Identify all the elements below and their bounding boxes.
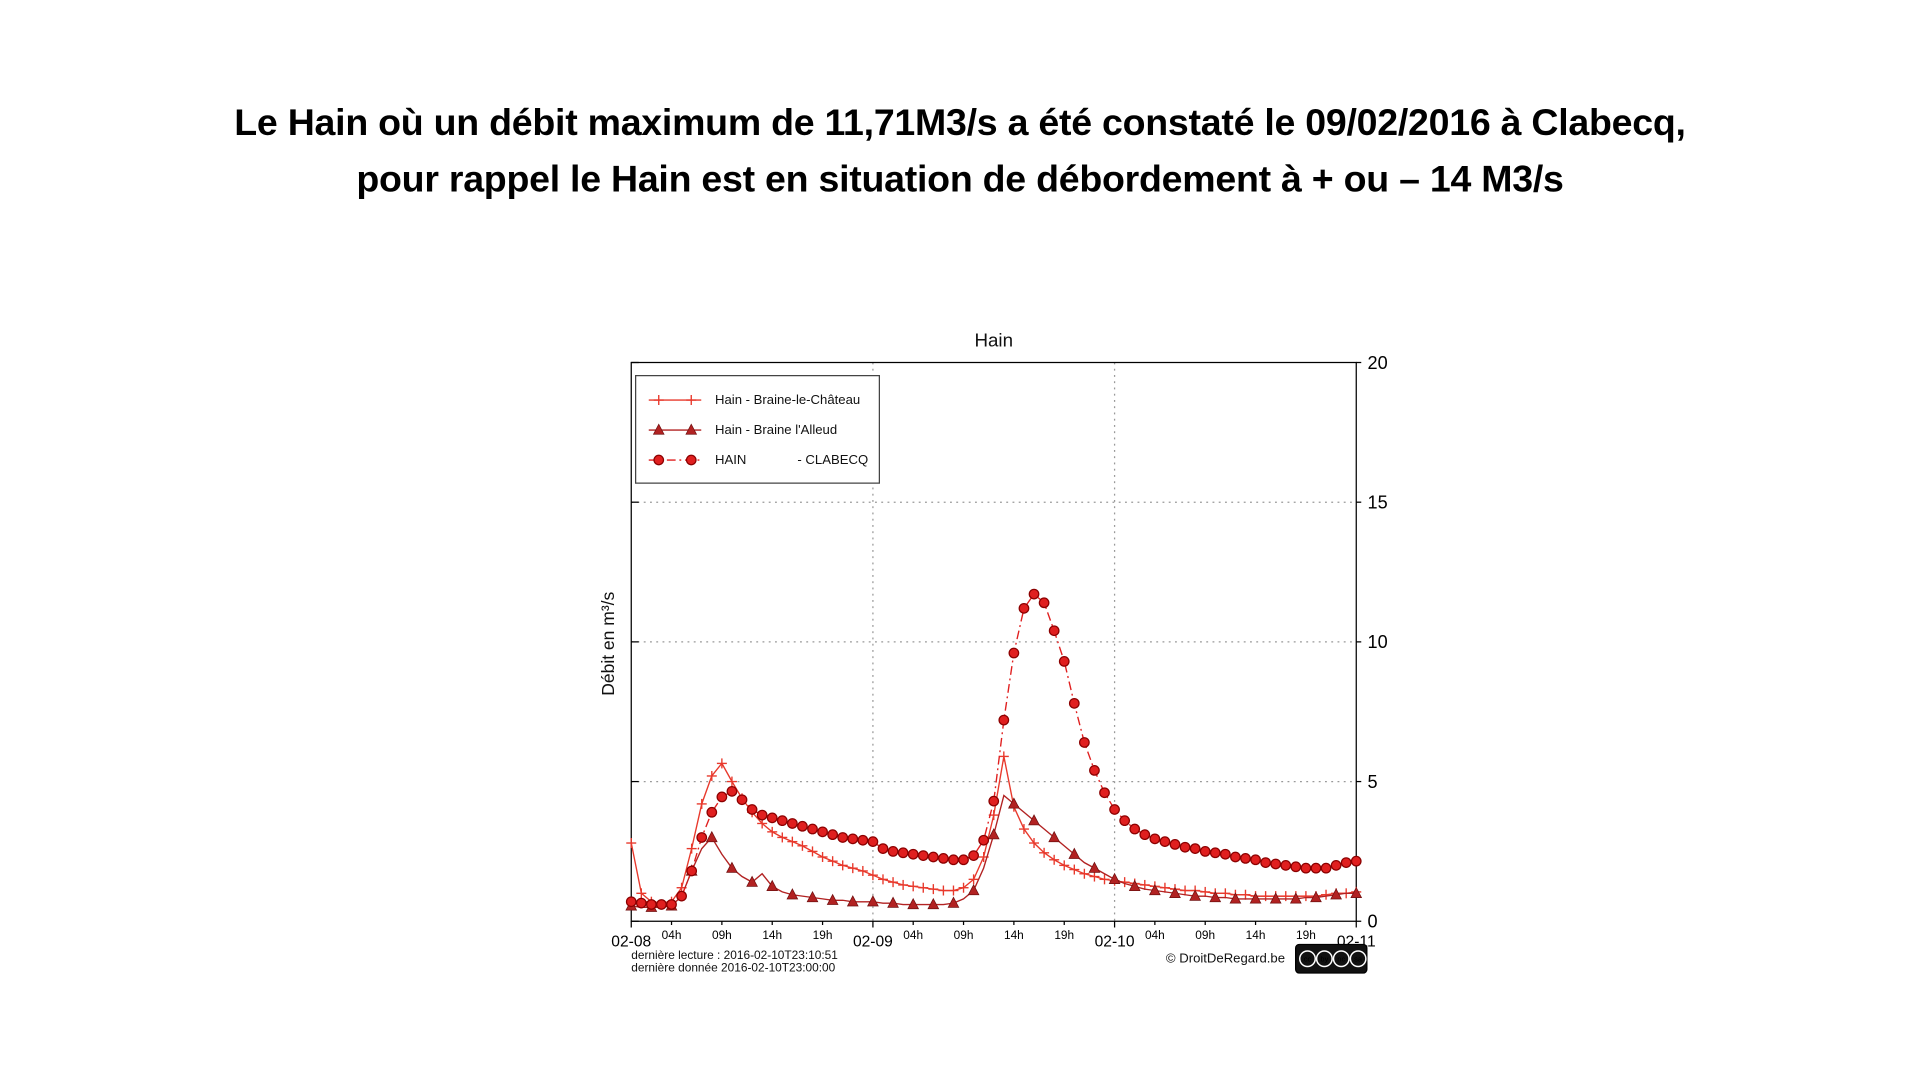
cc-letter: nc bbox=[1337, 955, 1345, 964]
svg-text:02-10: 02-10 bbox=[1095, 933, 1135, 950]
cc-by-icon bbox=[1315, 950, 1333, 968]
legend-label: HAIN - CLABECQ bbox=[715, 452, 869, 468]
svg-text:04h: 04h bbox=[1145, 928, 1165, 942]
footnote-derniere-lecture: dernière lecture : 2016-02-10T23:10:51 bbox=[631, 948, 838, 963]
legend-marker-plus-sample bbox=[648, 395, 702, 405]
legend-marker-triangle-sample bbox=[648, 423, 702, 435]
svg-text:10: 10 bbox=[1368, 632, 1388, 652]
svg-text:09h: 09h bbox=[712, 928, 732, 942]
legend-label: Hain - Braine-le-Château bbox=[715, 392, 861, 408]
svg-text:14h: 14h bbox=[762, 928, 782, 942]
svg-text:0: 0 bbox=[1368, 912, 1378, 932]
plot-svg: 0 5 10 15 20 04h 09h 14h 19h 04h 09h 14h 19h 04h 09h 14… bbox=[611, 353, 1388, 951]
chart-legend: Hain - Braine-le-Château Hain - Braine l… bbox=[635, 375, 880, 484]
headline: Le Hain où un débit maximum de 11,71M3/s… bbox=[0, 95, 1920, 208]
cc-badge-background bbox=[1295, 943, 1368, 974]
legend-row-clabecq: HAIN - CLABECQ bbox=[646, 445, 869, 475]
footnote-derniere-donnee: dernière donnée 2016-02-10T23:00:00 bbox=[631, 961, 836, 975]
svg-text:04h: 04h bbox=[903, 928, 923, 942]
cc-icon bbox=[1299, 950, 1316, 968]
headline-line-2: pour rappel le Hain est en situation de … bbox=[356, 158, 1564, 200]
svg-text:19h: 19h bbox=[1054, 928, 1074, 942]
svg-text:14h: 14h bbox=[1246, 928, 1266, 942]
legend-label: Hain - Braine l'Alleud bbox=[715, 422, 838, 438]
svg-text:14h: 14h bbox=[1004, 928, 1024, 942]
legend-row-braine-l-alleud: Hain - Braine l'Alleud bbox=[646, 415, 869, 445]
svg-text:09h: 09h bbox=[1195, 928, 1215, 942]
svg-text:15: 15 bbox=[1368, 492, 1388, 512]
svg-text:09h: 09h bbox=[954, 928, 974, 942]
cc-letter: cc bbox=[1304, 955, 1312, 964]
cc-license-badge: cc by nc sa bbox=[1295, 943, 1368, 974]
svg-text:04h: 04h bbox=[662, 928, 682, 942]
chart-title: Hain bbox=[974, 330, 1014, 352]
svg-text:19h: 19h bbox=[1296, 928, 1316, 942]
svg-text:19h: 19h bbox=[813, 928, 833, 942]
chart-area: Hain Débit en m³/s 0 5 10 15 20 04h 09h 14h 19h 0… bbox=[575, 323, 1400, 1031]
svg-text:02-08: 02-08 bbox=[611, 933, 651, 950]
svg-text:5: 5 bbox=[1368, 772, 1378, 792]
svg-text:20: 20 bbox=[1368, 353, 1388, 373]
cc-sa-icon bbox=[1349, 950, 1367, 968]
headline-line-1: Le Hain où un débit maximum de 11,71M3/s… bbox=[234, 102, 1686, 144]
cc-letter: sa bbox=[1354, 955, 1363, 964]
cc-nc-icon bbox=[1332, 950, 1350, 968]
legend-marker-circle-sample bbox=[648, 454, 702, 466]
svg-text:02-09: 02-09 bbox=[853, 933, 893, 950]
copyright-text: © DroitDeRegard.be bbox=[1165, 951, 1285, 967]
cc-letter: by bbox=[1320, 955, 1328, 964]
legend-row-braine-le-chateau: Hain - Braine-le-Château bbox=[646, 385, 869, 415]
